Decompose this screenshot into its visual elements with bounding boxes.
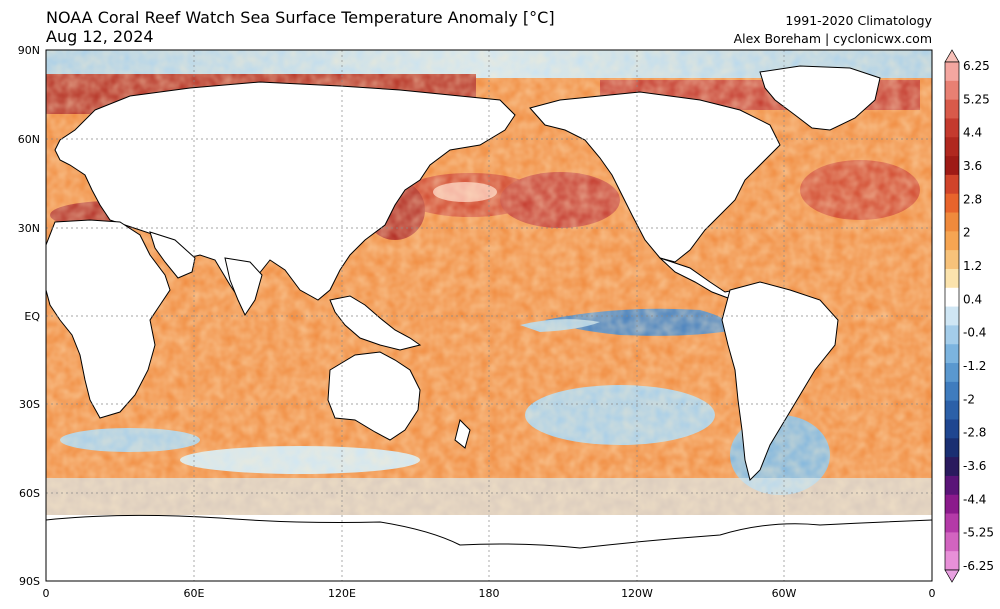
colorbar: 6.25 5.25 4.4 3.6 2.8 2 1.2 0.4 -0.4 -1.2 -2 -2.8 -3…: [944, 49, 994, 583]
colorbar-swatch: [945, 419, 959, 439]
india-landmass: [224, 257, 263, 317]
colorbar-swatch: [945, 62, 959, 82]
colorbar-swatch: [945, 80, 959, 101]
map-frame: [45, 49, 933, 582]
lat-label-60s: 60S: [19, 487, 40, 500]
colorbar-swatch: [945, 156, 959, 176]
colorbar-swatch: [945, 193, 959, 214]
lon-label-0-west: 0: [43, 587, 50, 600]
colorbar-swatch: [945, 212, 959, 232]
colorbar-swatch: [945, 325, 959, 345]
colorbar-tick-label: -2: [963, 392, 975, 406]
lat-label-30s: 30S: [19, 398, 40, 411]
colorbar-tick-label: -4.4: [963, 492, 986, 506]
colorbar-tick-label: -3.6: [963, 459, 986, 473]
colorbar-swatch: [945, 475, 959, 496]
south-america-landmass: [721, 281, 839, 481]
colorbar-tick-label: 2: [963, 226, 971, 240]
colorbar-tick-label: 0.4: [963, 292, 982, 306]
colorbar-swatch: [945, 551, 959, 571]
colorbar-tick-label: 1.2: [963, 259, 982, 273]
colorbar-tick-label: -2.8: [963, 426, 986, 440]
colorbar-swatch: [945, 363, 959, 383]
title-text: NOAA Coral Reef Watch Sea Surface Temper…: [46, 8, 555, 27]
map-title: NOAA Coral Reef Watch Sea Surface Temper…: [46, 8, 555, 46]
lon-label-120w: 120W: [621, 587, 653, 600]
australia-landmass: [327, 351, 421, 441]
map-credits: 1991-2020 Climatology Alex Boreham | cyc…: [734, 12, 932, 48]
colorbar-swatch: [945, 174, 959, 195]
colorbar-swatch: [945, 99, 959, 119]
southeast-asia-islands: [329, 295, 422, 351]
lon-label-0-east: 0: [929, 587, 936, 600]
colorbar-swatch: [945, 532, 959, 552]
colorbar-tick-label: -6.25: [963, 559, 994, 573]
colorbar-tick-label: 4.4: [963, 126, 982, 140]
colorbar-swatch: [945, 287, 959, 308]
colorbar-swatch: [945, 344, 959, 364]
lat-label-eq: EQ: [24, 310, 40, 323]
colorbar-swatch: [945, 118, 959, 138]
latitude-labels: 90N 60N 30N EQ 30S 60S 90S: [18, 44, 41, 588]
graticule: [46, 50, 932, 581]
longitude-labels: 0 60E 120E 180 120W 60W 0: [43, 587, 936, 600]
land-layer: [45, 65, 933, 549]
colorbar-swatch: [945, 457, 959, 477]
colorbar-swatch: [945, 400, 959, 420]
lat-label-30n: 30N: [18, 222, 40, 235]
colorbar-swatch: [945, 137, 959, 157]
lat-label-90s: 90S: [19, 575, 40, 588]
colorbar-tick-label: -0.4: [963, 326, 986, 340]
colorbar-bottom-arrow: [944, 569, 960, 583]
colorbar-swatch: [945, 381, 959, 402]
colorbar-swatch: [945, 513, 959, 533]
colorbar-swatch: [945, 231, 959, 251]
climatology-text: 1991-2020 Climatology: [785, 13, 932, 28]
colorbar-swatch: [945, 268, 959, 289]
arabia-landmass: [149, 231, 196, 279]
colorbar-swatch: [945, 494, 959, 515]
lat-label-60n: 60N: [18, 133, 40, 146]
colorbar-swatch: [945, 306, 959, 326]
colorbar-swatch: [945, 438, 959, 458]
colorbar-tick-label: -1.2: [963, 359, 986, 373]
lon-label-60w: 60W: [772, 587, 797, 600]
africa-landmass: [45, 219, 171, 419]
credit-text: Alex Boreham | cyclonicwx.com: [733, 31, 932, 46]
colorbar-tick-label: 5.25: [963, 92, 990, 106]
lon-label-120e: 120E: [328, 587, 356, 600]
new-zealand: [454, 419, 471, 449]
lon-label-60e: 60E: [184, 587, 205, 600]
antarctica-outline: [45, 514, 933, 549]
lon-label-180: 180: [479, 587, 500, 600]
date-text: Aug 12, 2024: [46, 27, 154, 46]
colorbar-tick-label: -5.25: [963, 526, 994, 540]
colorbar-top-arrow: [944, 49, 960, 63]
colorbar-swatch: [945, 250, 959, 270]
greenland-landmass: [759, 65, 881, 131]
colorbar-tick-label: 2.8: [963, 192, 982, 206]
lat-label-90n: 90N: [18, 44, 40, 57]
north-america-landmass: [529, 91, 781, 263]
colorbar-tick-label: 3.6: [963, 159, 982, 173]
colorbar-tick-label: 6.25: [963, 59, 990, 73]
